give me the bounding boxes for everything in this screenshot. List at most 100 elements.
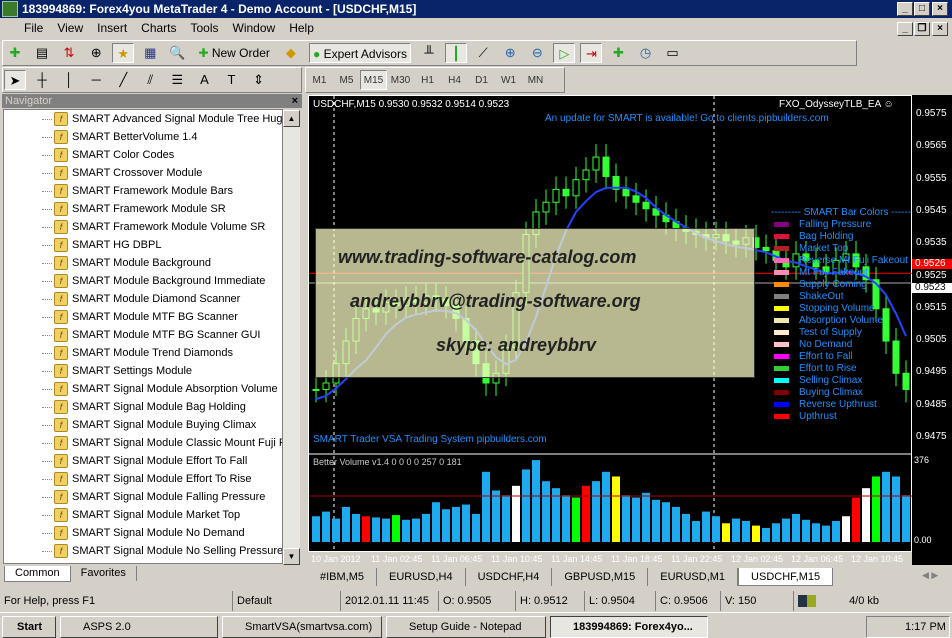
trendline-icon[interactable]: ╱ <box>119 72 128 87</box>
status-profile[interactable]: Default <box>232 591 272 611</box>
new-order-button[interactable]: ✚ New Order <box>198 46 270 60</box>
navigator-item[interactable]: f SMART Framework Module Volume SR <box>4 218 282 236</box>
navigator-item[interactable]: f SMART Module Trend Diamonds <box>4 344 282 362</box>
text-label-icon[interactable]: T <box>227 72 236 87</box>
profiles-icon[interactable]: ▤ <box>35 45 49 60</box>
child-minimize-button[interactable]: _ <box>897 22 913 36</box>
navigator-item[interactable]: f SMART Signal Module Bag Holding <box>4 398 282 416</box>
navigator-item[interactable]: f SMART Signal Module Falling Pressure <box>4 488 282 506</box>
navigator-item[interactable]: f SMART Signal Module No Demand <box>4 524 282 542</box>
chart-tab[interactable]: USDCHF,H4 <box>466 568 553 586</box>
close-button[interactable]: × <box>932 2 948 16</box>
timeframe-mn[interactable]: MN <box>527 75 544 86</box>
text-icon[interactable]: A <box>200 72 209 87</box>
candlestick-icon[interactable]: ┃ <box>445 43 468 63</box>
tab-favorites[interactable]: Favorites <box>71 566 137 581</box>
new-chart-icon[interactable]: ✚ <box>9 45 21 60</box>
scroll-down-icon[interactable]: ▼ <box>283 548 300 565</box>
navigator-item[interactable]: f SMART Signal Module Absorption Volume <box>4 380 282 398</box>
zoom-out-icon[interactable]: ⊖ <box>531 45 543 60</box>
menu-view[interactable]: View <box>57 21 84 35</box>
fibonacci-icon[interactable]: ☰ <box>171 72 184 87</box>
timeframe-m5[interactable]: M5 <box>339 75 354 86</box>
navigator-item[interactable]: f SMART Settings Module <box>4 362 282 380</box>
cursor-icon[interactable]: ➤ <box>4 70 26 90</box>
terminal-icon[interactable]: ▦ <box>144 45 157 60</box>
navigator-item[interactable]: f SMART Signal Module Classic Mount Fuji … <box>4 434 282 452</box>
equidistant-channel-icon[interactable]: ⫽ <box>147 72 154 87</box>
taskbar-item[interactable]: ASPS 2.0 <box>60 616 218 638</box>
timeframe-h1[interactable]: H1 <box>421 75 434 86</box>
chart-tab[interactable]: EURUSD,M1 <box>648 568 739 586</box>
chart-shift-icon[interactable]: ⇥ <box>580 43 603 63</box>
child-restore-button[interactable]: ❐ <box>914 22 930 36</box>
taskbar-item[interactable]: SmartVSA(smartvsa.com) <box>222 616 382 638</box>
update-notice[interactable]: An update for SMART is available! Go to … <box>545 113 829 124</box>
line-chart-icon[interactable]: ⟋ <box>478 45 488 60</box>
timeframe-m30[interactable]: M30 <box>390 75 411 86</box>
taskbar-item[interactable]: Setup Guide - Notepad <box>386 616 546 638</box>
start-button[interactable]: Start <box>2 616 56 638</box>
navigator-item[interactable]: f SMART Crossover Module <box>4 164 282 182</box>
chart-tab[interactable]: GBPUSD,M15 <box>552 568 649 586</box>
crosshair-icon[interactable]: ┼ <box>37 72 47 87</box>
navigator-item[interactable]: f SMART Signal Module Effort To Fall <box>4 452 282 470</box>
strategy-tester-icon[interactable]: 🔍 <box>169 45 186 60</box>
menu-insert[interactable]: Insert <box>97 21 128 35</box>
menu-window[interactable]: Window <box>232 21 276 35</box>
chart-tab[interactable]: USDCHF,M15 <box>738 568 834 586</box>
navigator-item[interactable]: f SMART Module Background <box>4 254 282 272</box>
navigator-item-label: SMART Framework Module SR <box>72 203 226 215</box>
scroll-up-icon[interactable]: ▲ <box>283 110 300 127</box>
navigator-item[interactable]: f SMART Color Codes <box>4 146 282 164</box>
navigator-item[interactable]: f SMART Signal Module Effort To Rise <box>4 470 282 488</box>
maximize-button[interactable]: □ <box>914 2 930 16</box>
navigator-item[interactable]: f SMART Module MTF BG Scanner <box>4 308 282 326</box>
market-watch-icon[interactable]: ⇅ <box>63 45 75 60</box>
timeframe-h4[interactable]: H4 <box>448 75 461 86</box>
indicators-icon[interactable]: ✚ <box>613 45 624 60</box>
navigator-scrollbar[interactable]: ▲ ▼ <box>283 110 300 565</box>
arrows-icon[interactable]: ⇕ <box>253 72 265 87</box>
metaeditor-icon[interactable]: ◆ <box>285 45 296 60</box>
tab-scroll-arrows[interactable]: ◀ ▶ <box>922 570 939 580</box>
volume-bar <box>602 471 610 542</box>
menu-charts[interactable]: Charts <box>141 21 177 35</box>
child-close-button[interactable]: × <box>932 22 948 36</box>
chart-tab[interactable]: EURUSD,H4 <box>377 568 466 586</box>
templates-icon[interactable]: ▭ <box>666 45 679 60</box>
navigator-item[interactable]: f SMART Framework Module Bars <box>4 182 282 200</box>
horizontal-line-icon[interactable]: ─ <box>91 72 101 87</box>
timeframe-m1[interactable]: M1 <box>312 75 327 86</box>
navigator-item[interactable]: f SMART BetterVolume 1.4 <box>4 128 282 146</box>
tab-common[interactable]: Common <box>4 566 71 582</box>
bar-chart-icon[interactable]: ╨ <box>424 45 434 60</box>
navigator-item[interactable]: f SMART HG DBPL <box>4 236 282 254</box>
navigator-item[interactable]: f SMART Signal Module No Selling Pressure <box>4 542 282 560</box>
timeframe-w1[interactable]: W1 <box>501 75 516 86</box>
vertical-line-icon[interactable]: │ <box>65 72 74 87</box>
menu-help[interactable]: Help <box>289 21 314 35</box>
navigator-item[interactable]: f SMART Module Diamond Scanner <box>4 290 282 308</box>
zoom-in-icon[interactable]: ⊕ <box>504 45 516 60</box>
chart-tab[interactable]: #IBM,M5 <box>308 568 378 586</box>
timeframe-d1[interactable]: D1 <box>475 75 488 86</box>
navigator-item[interactable]: f SMART Module Background Immediate <box>4 272 282 290</box>
navigator-item[interactable]: f SMART Module MTF BG Scanner GUI <box>4 326 282 344</box>
periods-icon[interactable]: ◷ <box>639 45 652 60</box>
menu-tools[interactable]: Tools <box>190 21 219 35</box>
auto-scroll-icon[interactable]: ▷ <box>553 43 576 63</box>
navigator-close-icon[interactable]: × <box>291 95 298 107</box>
volume-bar <box>842 516 850 542</box>
navigator-item[interactable]: f SMART Signal Module Market Top <box>4 506 282 524</box>
navigator-item[interactable]: f SMART Advanced Signal Module Tree Huggi… <box>4 110 282 128</box>
timeframe-m15[interactable]: M15 <box>360 70 387 90</box>
menu-file[interactable]: File <box>24 21 44 35</box>
expert-advisors-button[interactable]: ● Expert Advisors <box>308 43 411 63</box>
navigator-item[interactable]: f SMART Signal Module Buying Climax <box>4 416 282 434</box>
data-window-icon[interactable]: ⊕ <box>90 45 102 60</box>
navigator-icon[interactable]: ★ <box>112 43 135 63</box>
minimize-button[interactable]: _ <box>897 2 913 16</box>
navigator-item[interactable]: f SMART Framework Module SR <box>4 200 282 218</box>
taskbar-item[interactable]: 183994869: Forex4yo... <box>550 616 708 638</box>
